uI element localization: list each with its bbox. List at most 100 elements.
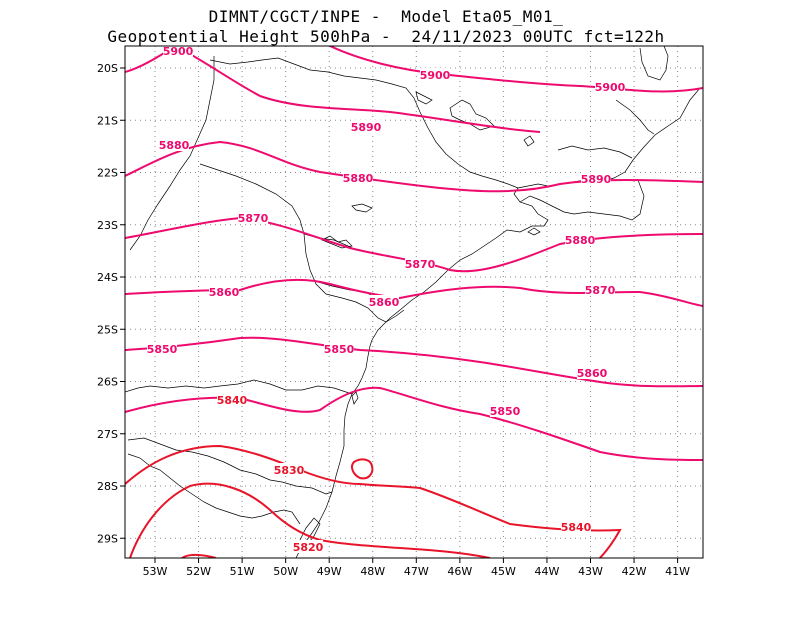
contour-label: 5820	[293, 541, 324, 554]
contour-label: 5860	[577, 367, 608, 380]
contour-5900-c	[329, 46, 703, 93]
state-border-pr-sc	[125, 379, 353, 395]
reservoir-parana	[321, 235, 353, 249]
state-border-rj-sp	[519, 179, 645, 221]
contour-5840	[125, 444, 622, 558]
contour-label: 5900	[595, 81, 626, 94]
state-border-ms-sp	[129, 56, 215, 251]
contour-label: 5850	[490, 405, 521, 418]
lon-tick-label: 49W	[317, 565, 342, 578]
contour-label-bg	[147, 342, 177, 355]
contour-label-bg	[351, 120, 381, 133]
axis-ticks: 53W 52W 51W 50W 49W 48W 47W 46W 45W 44W 43W 42W 41W 2…	[97, 62, 690, 578]
contour-label: 5880	[565, 234, 596, 247]
contour-label-bg	[577, 366, 607, 379]
contour-label: 5870	[405, 258, 436, 271]
contour-label: 5890	[581, 173, 612, 186]
lon-tick-label: 47W	[404, 565, 429, 578]
contour-label: 5860	[369, 296, 400, 309]
contour-5870	[125, 278, 703, 307]
contour-label-bg	[163, 44, 193, 57]
contour-label-bg	[159, 138, 189, 151]
contour-label-bg	[405, 257, 435, 270]
lon-tick-label: 53W	[143, 565, 168, 578]
contour-label: 5840	[217, 394, 248, 407]
plot-frame	[124, 45, 704, 559]
lat-tick-label: 26S	[97, 376, 118, 389]
contour-5900-b	[174, 46, 541, 133]
contour-label: 5850	[147, 343, 178, 356]
contour-label: 5860	[209, 286, 240, 299]
contour-label-bg	[420, 68, 450, 81]
lat-tick-label: 24S	[97, 271, 118, 284]
contour-5860	[125, 336, 703, 388]
contour-label-bg	[490, 404, 520, 417]
contour-label: 5830	[274, 464, 305, 477]
lat-tick-label: 29S	[97, 532, 118, 545]
lat-tick-label: 27S	[97, 428, 118, 441]
contour-label: 5850	[324, 343, 355, 356]
reservoir-tres-marias	[415, 91, 433, 105]
contour-label-bg	[565, 233, 595, 246]
lon-tick-label: 45W	[491, 565, 516, 578]
island-ilha-grande	[527, 227, 541, 236]
border-argentina-brazil	[127, 453, 301, 525]
contour-5830-closed	[351, 458, 374, 480]
contour-5820	[181, 554, 217, 558]
lon-tick-label: 44W	[535, 565, 560, 578]
lat-tick-label: 25S	[97, 323, 118, 336]
chart-title-line-2: Geopotential Height 500hPa - 24/11/2023 …	[107, 27, 665, 46]
contour-label-bg	[595, 80, 625, 93]
contour-label-bg	[369, 295, 399, 308]
lon-tick-label: 43W	[578, 565, 603, 578]
state-border-mg-sp	[209, 57, 519, 189]
lon-tick-label: 48W	[360, 565, 385, 578]
coastline	[295, 87, 701, 558]
lat-tick-label: 22S	[97, 167, 118, 180]
lon-tick-label: 52W	[186, 565, 211, 578]
contour-label-bg	[324, 342, 354, 355]
state-border-ba-mg	[639, 46, 669, 81]
contour-label-bg	[585, 283, 615, 296]
coastline-and-borders	[125, 46, 701, 558]
contour-label-bg	[581, 172, 611, 185]
lat-tick-label: 23S	[97, 219, 118, 232]
lat-tick-label: 20S	[97, 62, 118, 75]
contour-label: 5900	[163, 45, 194, 58]
contour-label-bg	[561, 520, 591, 533]
contour-label: 5890	[351, 121, 382, 134]
contour-label: 5870	[585, 284, 616, 297]
contour-5850	[125, 386, 703, 461]
reservoir-itaipu	[351, 203, 373, 213]
contour-label: 5870	[238, 212, 269, 225]
island-santa-catarina	[351, 391, 359, 405]
state-border-pr-sp-north	[199, 163, 357, 251]
contour-label-bg	[217, 393, 247, 406]
contour-label-bg	[343, 171, 373, 184]
contour-labels: 5900 5900 5900 5890 5890 5880 5880 5880 5870 5870…	[147, 44, 626, 554]
contour-label-bg	[274, 463, 304, 476]
contour-label: 5880	[159, 139, 190, 152]
lon-tick-label: 46W	[447, 565, 472, 578]
contour-label-bg	[209, 285, 239, 298]
state-border-mg-rj	[557, 145, 633, 159]
reservoir-minor	[523, 135, 535, 147]
contour-label-bg	[238, 211, 268, 224]
contour-lines	[125, 46, 703, 558]
contour-label: 5840	[561, 521, 592, 534]
lat-tick-label: 21S	[97, 114, 118, 127]
contour-label-bg	[293, 540, 323, 553]
state-border-mg-es	[615, 99, 655, 135]
contour-5890	[125, 140, 703, 193]
lon-tick-label: 50W	[273, 565, 298, 578]
contour-label: 5900	[420, 69, 451, 82]
chart-title-line-1: DIMNT/CGCT/INPE - Model Eta05_M01_	[208, 7, 564, 26]
graticule	[125, 46, 703, 558]
contour-label: 5880	[343, 172, 374, 185]
lon-tick-label: 42W	[622, 565, 647, 578]
lon-tick-label: 51W	[230, 565, 255, 578]
lon-tick-label: 41W	[665, 565, 690, 578]
state-border-pr-sp	[303, 233, 405, 323]
contour-5830	[129, 482, 491, 558]
